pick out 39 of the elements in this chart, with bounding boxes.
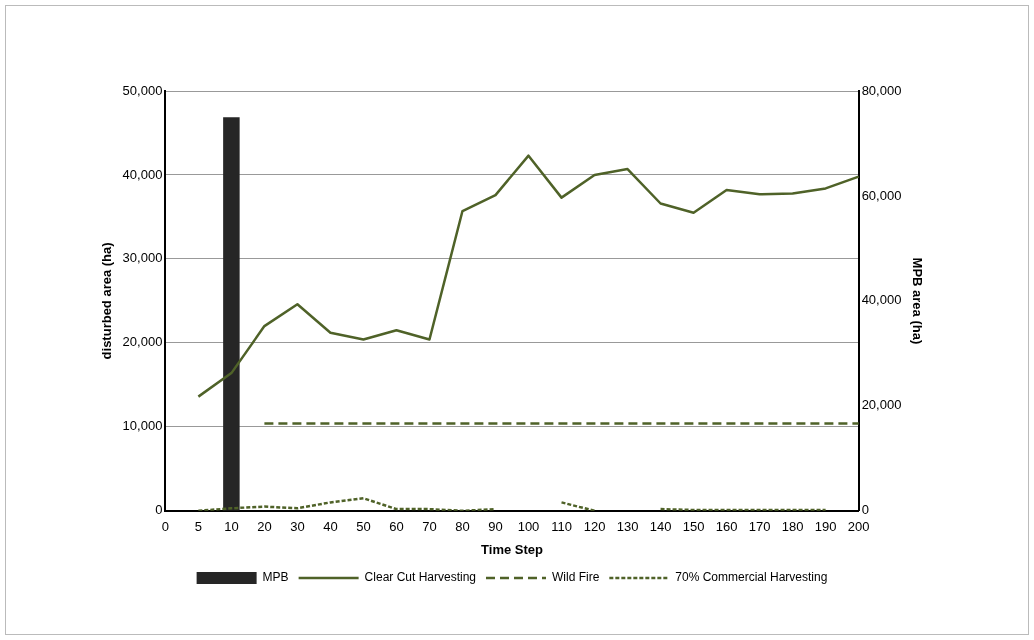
x-tick-label: 110	[551, 519, 572, 535]
x-tick-label: 100	[517, 519, 540, 535]
x-tick-label: 130	[616, 519, 639, 535]
y-tick-label: 20,000	[122, 334, 163, 350]
x-axis-title: Time Step	[481, 541, 543, 557]
x-tick-label: 20	[257, 519, 272, 535]
x-tick-label: 5	[194, 519, 202, 535]
x-tick-label: 160	[715, 519, 738, 535]
y2-axis-title: MPB area (ha)	[909, 257, 925, 345]
y2-tick-label: 60,000	[861, 187, 902, 203]
x-tick-label: 90	[488, 519, 503, 535]
x-tick-label: 10	[224, 519, 239, 535]
x-tick-label: 140	[649, 519, 672, 535]
y-tick-label: 50,000	[122, 82, 163, 98]
y-axis-title: disturbed area (ha)	[99, 242, 115, 360]
x-tick-label: 190	[814, 519, 837, 535]
x-tick-label: 50	[356, 519, 371, 535]
x-tick-label: 200	[847, 519, 870, 535]
legend-label: Wild Fire	[552, 570, 600, 585]
y-tick-label: 30,000	[122, 250, 163, 266]
y-tick-label: 40,000	[122, 166, 163, 182]
legend-label: MPB	[262, 570, 289, 585]
x-tick-label: 80	[455, 519, 470, 535]
x-tick-label: 60	[389, 519, 404, 535]
y2-tick-label: 0	[861, 502, 869, 518]
y2-tick-label: 40,000	[861, 292, 902, 308]
x-tick-label: 180	[781, 519, 804, 535]
x-tick-label: 30	[290, 519, 305, 535]
legend-label: 70% Commercial Harvesting	[675, 570, 828, 585]
y2-tick-label: 20,000	[861, 397, 902, 413]
y-tick-label: 10,000	[122, 418, 163, 434]
y-tick-label: 0	[155, 502, 163, 518]
y2-tick-label: 80,000	[861, 82, 902, 98]
x-tick-label: 170	[748, 519, 771, 535]
x-tick-label: 120	[583, 519, 606, 535]
x-tick-label: 40	[323, 519, 338, 535]
x-tick-label: 70	[422, 519, 437, 535]
legend-label: Clear Cut Harvesting	[364, 570, 476, 585]
x-tick-label: 150	[682, 519, 705, 535]
